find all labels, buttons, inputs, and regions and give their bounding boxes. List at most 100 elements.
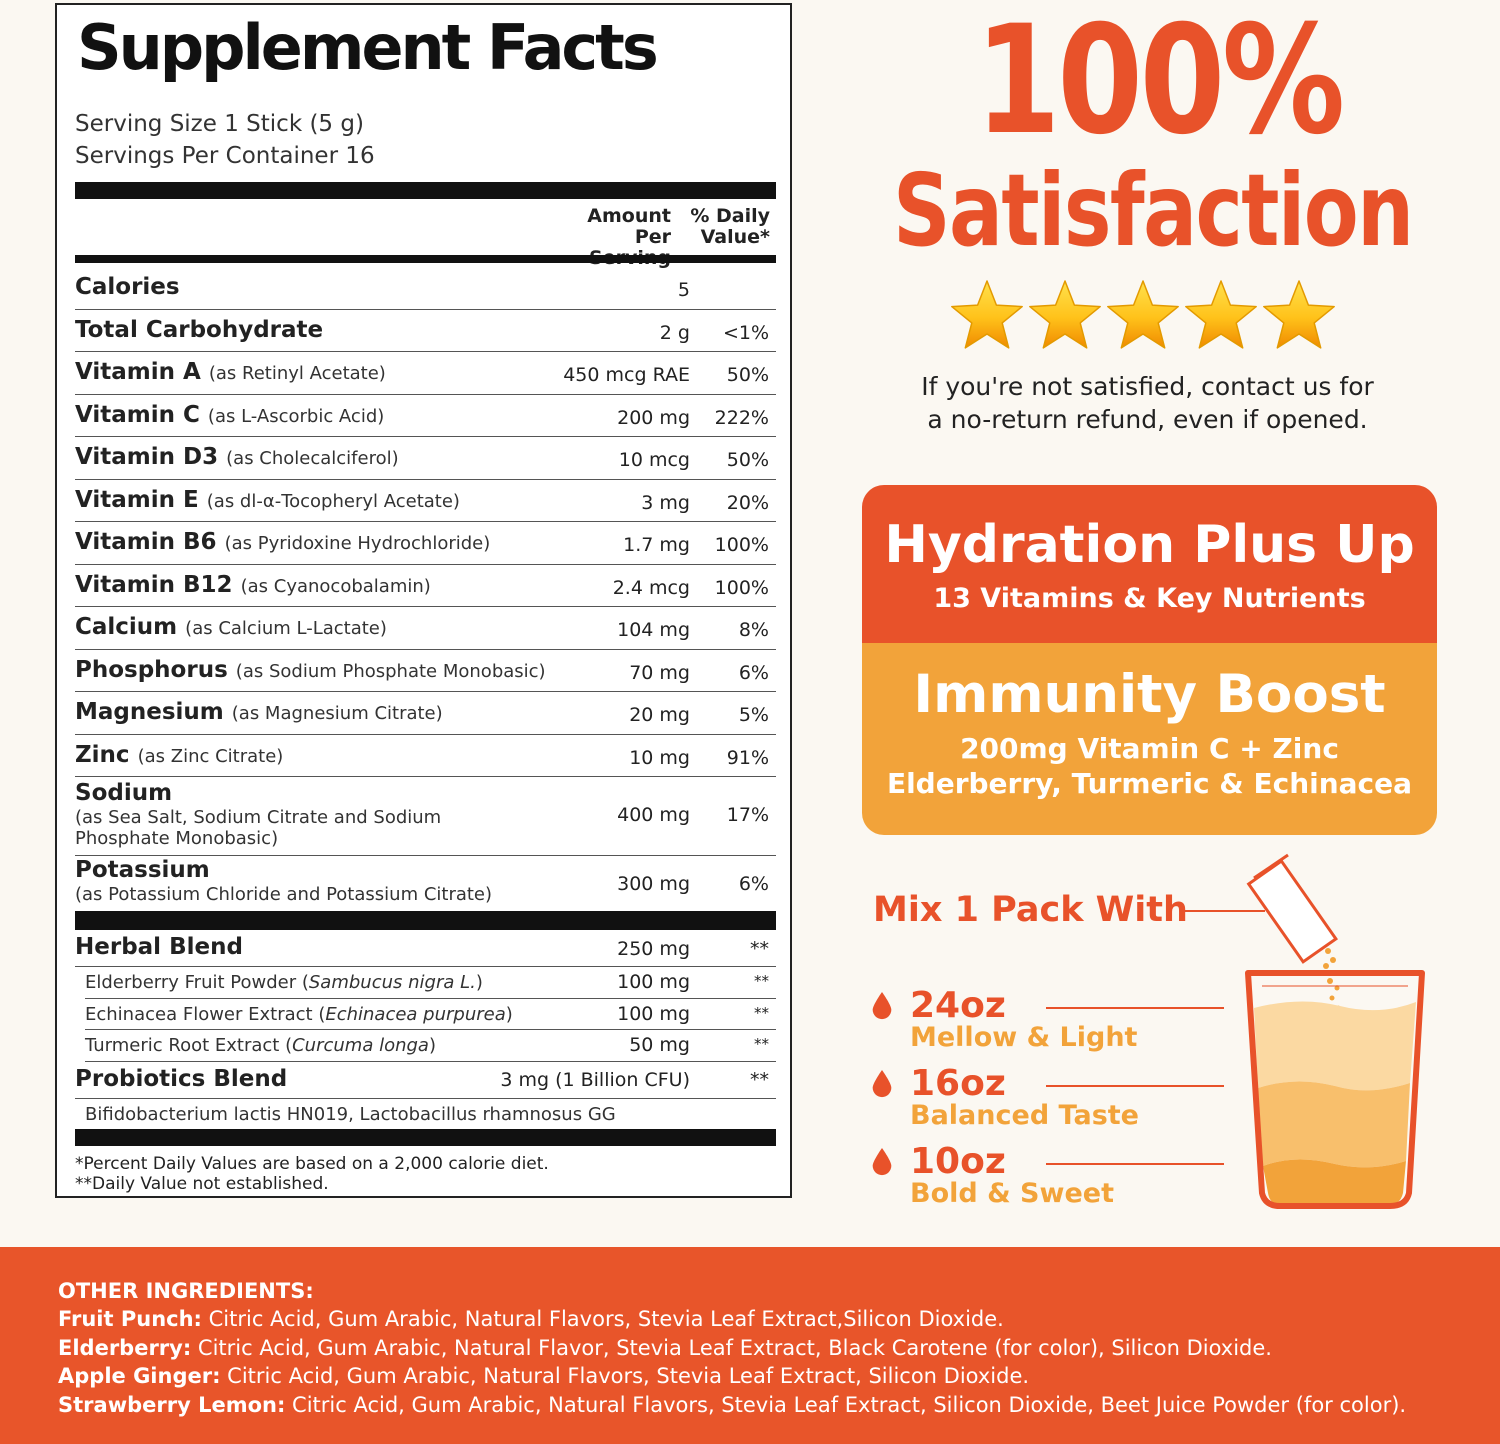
nutrient-label: Vitamin D3 [75,444,219,470]
nutrient-source: (as dl-α-Tocopheryl Acetate) [206,490,460,512]
ingredient-list: Citric Acid, Gum Arabic, Natural Flavor,… [191,1335,1272,1360]
nutrient-amount: 10 mcg [618,449,690,471]
herb-dv: ** [754,972,769,990]
thick-divider [75,182,776,199]
herb-latin-name: Echinacea purpurea [325,1003,506,1025]
nutrient-label: Phosphorus [75,656,228,683]
hydration-title: Hydration Plus Up [884,515,1415,575]
nutrient-row: Vitamin E (as dl-α-Tocopheryl Acetate) 3 … [75,480,776,522]
nutrient-amount: 70 mg [629,661,690,684]
nutrient-dv: 20% [726,491,769,514]
medium-divider [75,255,776,263]
drop-icon [872,1148,892,1176]
mix-title: Mix 1 Pack With [873,890,1188,930]
mix-size: 16oz [910,1063,1006,1104]
mix-leader-line [1046,1007,1224,1009]
herbal-blend-row: Herbal Blend 250 mg ** [75,930,776,967]
herb-dv: ** [754,1035,769,1053]
nutrient-name: Sodium [75,780,173,806]
herb-dv: ** [754,1003,769,1022]
herb-name: Elderberry Fruit Powder (Sambucus nigra … [85,972,483,993]
drop-icon [872,1070,892,1098]
herb-name: Turmeric Root Extract (Curcuma longa) [85,1035,436,1056]
immunity-title: Immunity Boost [913,664,1386,725]
hydration-subtitle: 13 Vitamins & Key Nutrients [933,583,1366,614]
nutrient-label: Vitamin C [75,401,200,428]
refund-line-2: a no-return refund, even if opened. [927,405,1368,434]
herb-common-name: Echinacea Flower Extract [85,1003,313,1025]
nutrient-name: Vitamin B6 (as Pyridoxine Hydrochloride) [75,529,490,555]
nutrient-row: Vitamin D3 (as Cholecalciferol) 10 mcg 50% [75,437,776,480]
col-dv-line-2: Value* [700,226,770,248]
probiotic-strains: Bifidobacterium lactis HN019, Lactobacil… [85,1104,616,1125]
other-ingredients-heading: OTHER INGREDIENTS: [58,1279,314,1303]
nutrient-source: (as Pyridoxine Hydrochloride) [224,533,491,554]
nutrient-label: Total Carbohydrate [75,316,324,343]
thick-divider [75,911,776,930]
nutrient-name: Calories [75,274,180,300]
headline-satisfaction: Satisfaction [893,152,1414,269]
nutrient-label: Vitamin B12 [75,571,233,598]
nutrient-row: Calories 5 [75,267,776,310]
blend-dv: ** [750,1069,769,1091]
nutrient-amount: 2 g [659,321,690,344]
ingredient-list: Citric Acid, Gum Arabic, Natural Flavors… [201,1307,1004,1331]
glass-icon [1245,853,1425,1209]
other-ingredients-banner: OTHER INGREDIENTS: Fruit Punch: Citric A… [0,1247,1500,1444]
nutrient-dv: 6% [738,873,769,895]
nutrient-row: Vitamin B6 (as Pyridoxine Hydrochloride)… [75,522,776,565]
nutrient-name: Vitamin C (as L-Ascorbic Acid) [75,402,384,428]
ingredient-line: Fruit Punch: Citric Acid, Gum Arabic, Na… [58,1307,1004,1331]
herb-amount: 100 mg [617,971,690,993]
ingredient-line: Strawberry Lemon: Citric Acid, Gum Arabi… [58,1393,1406,1417]
nutrient-dv: 100% [714,576,769,599]
servings-per-container: Servings Per Container 16 [75,143,375,169]
nutrient-amount: 200 mg [617,406,690,429]
drop-icon [872,992,892,1020]
blend-amount: 3 mg (1 Billion CFU) [500,1069,690,1091]
nutrient-name: Vitamin E (as dl-α-Tocopheryl Acetate) [75,487,460,513]
nutrient-amount: 2.4 mcg [612,576,690,599]
nutrient-label: Vitamin B6 [75,529,217,555]
hydration-panel: Hydration Plus Up 13 Vitamins & Key Nutr… [862,485,1437,643]
thick-divider [75,1129,776,1146]
refund-line-1: If you're not satisfied, contact us for [921,372,1374,401]
blend-amount: 250 mg [617,938,690,960]
ingredient-flavor: Apple Ginger: [58,1364,221,1388]
mix-size: 24oz [910,985,1006,1026]
footnote-daily-values: *Percent Daily Values are based on a 2,0… [75,1154,549,1174]
nutrient-label: Vitamin E [75,486,199,513]
nutrient-amount: 20 mg [629,704,690,726]
col-amount-header: Amount Per Serving [557,206,671,269]
nutrient-amount: 10 mg [629,746,690,769]
col-amount-line-1: Amount [587,205,671,227]
nutrient-dv: <1% [722,321,769,344]
nutrient-amount: 104 mg [617,619,690,641]
nutrient-dv: 17% [726,804,769,826]
star-icon [1107,280,1179,349]
footnote-not-established: **Daily Value not established. [75,1174,329,1194]
nutrient-name: Total Carbohydrate [75,317,323,343]
herb-row: Elderberry Fruit Powder (Sambucus nigra … [85,967,776,999]
immunity-subtitle-1: 200mg Vitamin C + Zinc [960,732,1339,765]
herb-latin-name: Sambucus nigra L. [308,972,476,993]
probiotic-strains-row: Bifidobacterium lactis HN019, Lactobacil… [75,1099,776,1129]
mix-leader-line [1046,1085,1224,1087]
mix-taste: Mellow & Light [910,1022,1138,1053]
nutrient-name: Vitamin B12 (as Cyanocobalamin) [75,572,431,598]
star-icon [1263,280,1335,349]
nutrient-amount: 5 [677,279,690,301]
col-dv-header: % Daily Value* [677,206,770,248]
ingredient-line: Elderberry: Citric Acid, Gum Arabic, Nat… [58,1336,1272,1360]
herb-name: Echinacea Flower Extract (Echinacea purp… [85,1003,513,1025]
ingredient-flavor: Fruit Punch: [58,1307,202,1331]
ingredient-flavor: Elderberry: [58,1335,192,1360]
nutrient-name: Calcium (as Calcium L-Lactate) [75,614,387,640]
nutrient-row: Total Carbohydrate 2 g <1% [75,310,776,352]
nutrient-label: Magnesium [75,699,224,725]
ingredient-flavor: Strawberry Lemon: [58,1392,286,1417]
nutrient-source: (as Retinyl Acetate) [208,363,386,384]
col-dv-line-1: % Daily [690,205,770,227]
nutrient-amount: 400 mg [617,804,690,826]
nutrient-name: Vitamin A (as Retinyl Acetate) [75,359,386,385]
